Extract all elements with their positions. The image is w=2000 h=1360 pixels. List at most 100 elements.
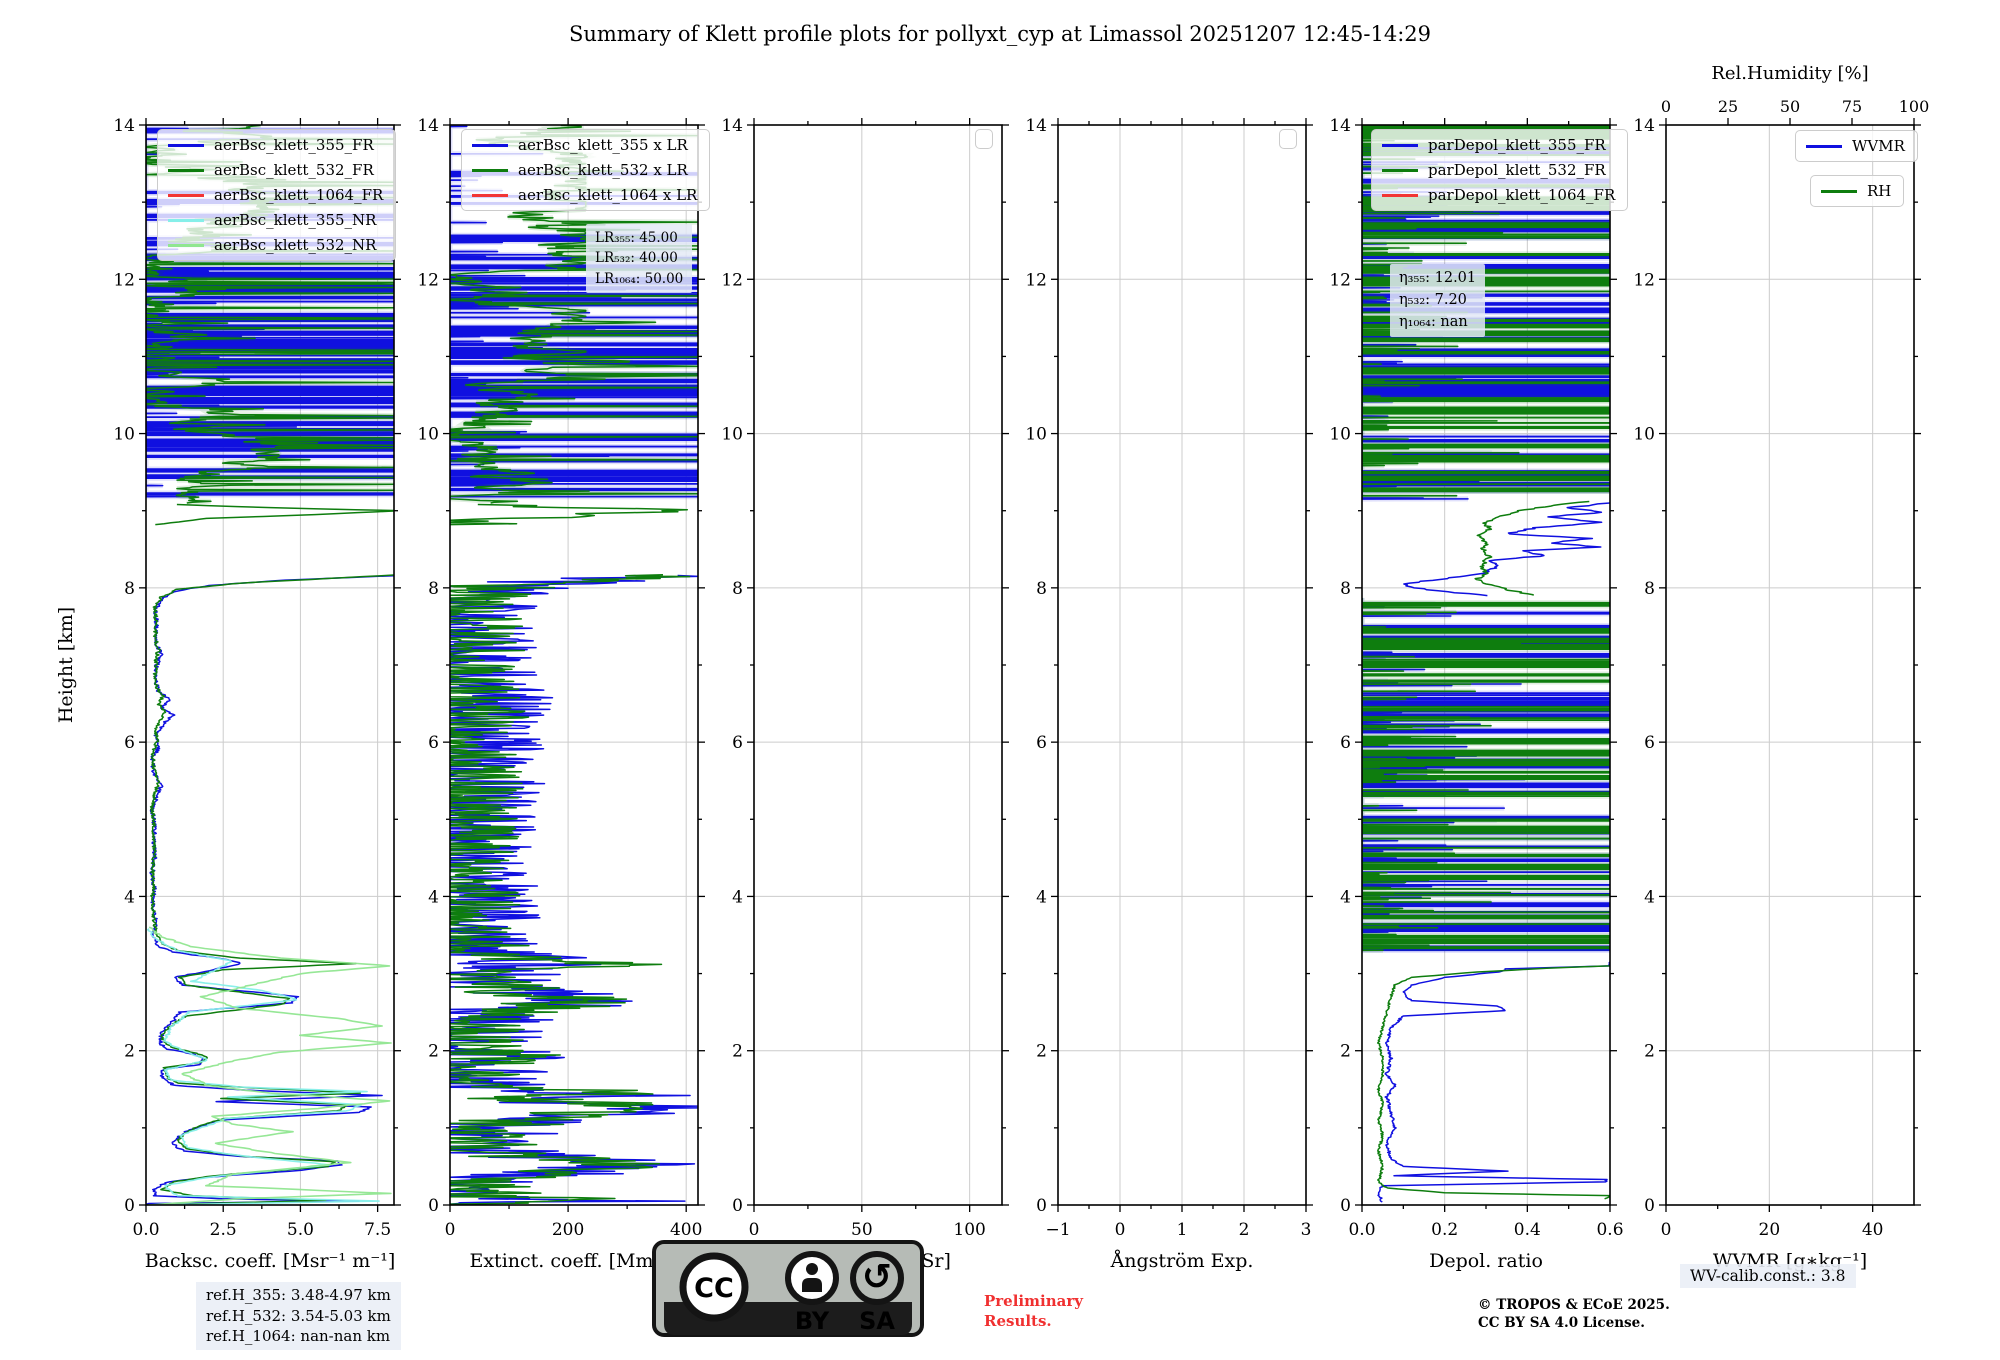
- y-tick-label: 12: [417, 270, 439, 290]
- rh-axis-label: Rel.Humidity [%]: [1711, 63, 1868, 84]
- x-tick-label: 7.5: [364, 1220, 391, 1240]
- ref-h-532: ref.H_532: 3.54-5.03 km: [206, 1306, 391, 1325]
- legend-line-swatch: [472, 168, 508, 172]
- copyright-note: © TROPOS & ECoE 2025. CC BY SA 4.0 Licen…: [1478, 1297, 1670, 1332]
- x-tick-label: 1: [1177, 1220, 1188, 1240]
- x-tick-label: 0: [1661, 1220, 1672, 1240]
- x-tick-label: 0: [749, 1220, 760, 1240]
- y-tick-label: 14: [1329, 116, 1351, 136]
- x-tick-label: 200: [552, 1220, 584, 1240]
- x-tick-label: 20: [1759, 1220, 1781, 1240]
- legend-item: RH: [1821, 182, 1891, 200]
- tick-labels: 0 200 400 0 2 4 6 8 10 12 14: [417, 116, 702, 1240]
- tick-labels: 0 20 40 0 2 4 6 8 10 12 14: [1633, 116, 1883, 1240]
- tick-marks: [1355, 118, 1617, 1212]
- annotation-line: LR₃₅₅: 45.00: [595, 230, 678, 246]
- x-tick-label: 100: [953, 1220, 985, 1240]
- legend-label: parDepol_klett_355_FR: [1428, 136, 1606, 154]
- legend-item: aerBsc_klett_532 x LR: [472, 161, 697, 179]
- tick-labels: 0 50 100 0 2 4 6 8 10 12 14: [721, 116, 986, 1240]
- by-text: BY: [795, 1307, 830, 1335]
- legend-label: aerBsc_klett_1064_FR: [214, 186, 384, 204]
- series-aerBsc_klett_355_NR: [147, 928, 380, 1205]
- y-tick-label: 2: [124, 1042, 135, 1062]
- y-tick-label: 6: [1340, 733, 1351, 753]
- series-aerBsc_klett_532_FR: [155, 503, 394, 526]
- annotation-line: η₁₀₆₄: nan: [1399, 313, 1468, 330]
- y-tick-label: 2: [1644, 1042, 1655, 1062]
- y-tick-label: 0: [1036, 1196, 1047, 1216]
- y-tick-label: 12: [1025, 270, 1047, 290]
- y-tick-label: 8: [732, 579, 743, 599]
- legend-label: aerBsc_klett_355 x LR: [518, 136, 688, 154]
- legend-empty-angstrom: [1279, 129, 1297, 149]
- y-tick-label: 0: [1340, 1196, 1351, 1216]
- annotation-line: η₃₅₅: 12.01: [1399, 270, 1477, 286]
- x-tick-label: 50: [851, 1220, 873, 1240]
- y-tick-label: 2: [428, 1042, 439, 1062]
- x-tick-label: 0.0: [1348, 1220, 1375, 1240]
- y-tick-label: 10: [1329, 425, 1351, 445]
- y-tick-label: 10: [417, 425, 439, 445]
- legend-label: parDepol_klett_1064_FR: [1428, 186, 1616, 204]
- y-tick-label: 6: [124, 733, 135, 753]
- series-aerBsc_klett_532_NR: [147, 926, 392, 1205]
- x-tick-label: −1: [1045, 1220, 1070, 1240]
- legend-label: parDepol_klett_532_FR: [1428, 161, 1606, 179]
- legend-label: aerBsc_klett_355_FR: [214, 136, 374, 154]
- rh-tick-label: 25: [1718, 97, 1738, 116]
- subplot-backscatter: 0.0 2.5 5.0 7.5 0 2 4 6 8 10 12 14 Backsc. coeff. [M…: [113, 116, 401, 1272]
- legend-item: parDepol_klett_532_FR: [1382, 161, 1615, 179]
- y-tick-label: 8: [428, 579, 439, 599]
- x-tick-label: 2: [1239, 1220, 1250, 1240]
- rh-top-ticks: [1665, 118, 1915, 125]
- legend-line-swatch: [1382, 168, 1418, 172]
- legend-line-swatch: [168, 143, 204, 147]
- y-tick-label: 6: [1036, 733, 1047, 753]
- legend-depol_ratio: parDepol_klett_355_FR parDepol_klett_532_…: [1371, 129, 1629, 211]
- x-tick-label: 5.0: [287, 1220, 314, 1240]
- legend-wvmr-0: WVMR: [1795, 130, 1918, 162]
- wv-calib-box: WV-calib.const.: 3.8: [1680, 1264, 1856, 1288]
- y-tick-label: 14: [1025, 116, 1047, 136]
- legend-line-swatch: [1806, 144, 1842, 148]
- y-tick-label: 4: [732, 887, 743, 907]
- rh-tick-label: 0: [1661, 97, 1671, 116]
- series-parDepol_klett_532_FR: [1376, 965, 1610, 1200]
- subplot-lidar_ratio: 05010002468101214Lidar ratio [Sr]: [721, 116, 1009, 1272]
- reference-height-box: ref.H_355: 3.48-4.97 km ref.H_532: 3.54-…: [196, 1282, 401, 1351]
- legend-label: aerBsc_klett_532 x LR: [518, 161, 688, 179]
- legend-wvmr-1: RH: [1810, 175, 1905, 207]
- y-tick-label: 0: [1644, 1196, 1655, 1216]
- y-tick-label: 8: [124, 579, 135, 599]
- y-tick-label: 8: [1340, 579, 1351, 599]
- subplot-depol_ratio: 0.0 0.2 0.4 0.6 0 2 4 6 8 10 12 14 Depol. ratio: [1329, 116, 1623, 1272]
- y-tick-label: 0: [428, 1196, 439, 1216]
- legend-line-swatch: [168, 193, 204, 197]
- legend-label: RH: [1867, 182, 1892, 200]
- y-tick-label: 4: [1340, 887, 1351, 907]
- preliminary-results-note: Preliminary Results.: [984, 1292, 1083, 1330]
- y-tick-label: 6: [428, 733, 439, 753]
- y-tick-label: 14: [721, 116, 743, 136]
- tick-marks: [1051, 118, 1313, 1212]
- annotation-line: η₅₃₂: 7.20: [1399, 291, 1467, 308]
- y-tick-label: 6: [1644, 733, 1655, 753]
- y-tick-label: 0: [124, 1196, 135, 1216]
- annotation-line: LR₁₀₆₄: 50.00: [595, 270, 684, 287]
- x-tick-label: 0.0: [132, 1220, 159, 1240]
- y-tick-label: 12: [1633, 270, 1655, 290]
- x-tick-label: 0: [1115, 1220, 1126, 1240]
- x-tick-label: 2.5: [210, 1220, 237, 1240]
- y-tick-label: 14: [1633, 116, 1655, 136]
- cc-circle-icon: [679, 1252, 749, 1322]
- x-axis-label-depol_ratio: Depol. ratio: [1429, 1250, 1543, 1272]
- x-axis-label-angstrom: Ångström Exp.: [1110, 1250, 1254, 1272]
- x-tick-label: 400: [670, 1220, 702, 1240]
- legend-line-swatch: [168, 218, 204, 222]
- legend-line-swatch: [472, 143, 508, 147]
- y-tick-label: 4: [428, 887, 439, 907]
